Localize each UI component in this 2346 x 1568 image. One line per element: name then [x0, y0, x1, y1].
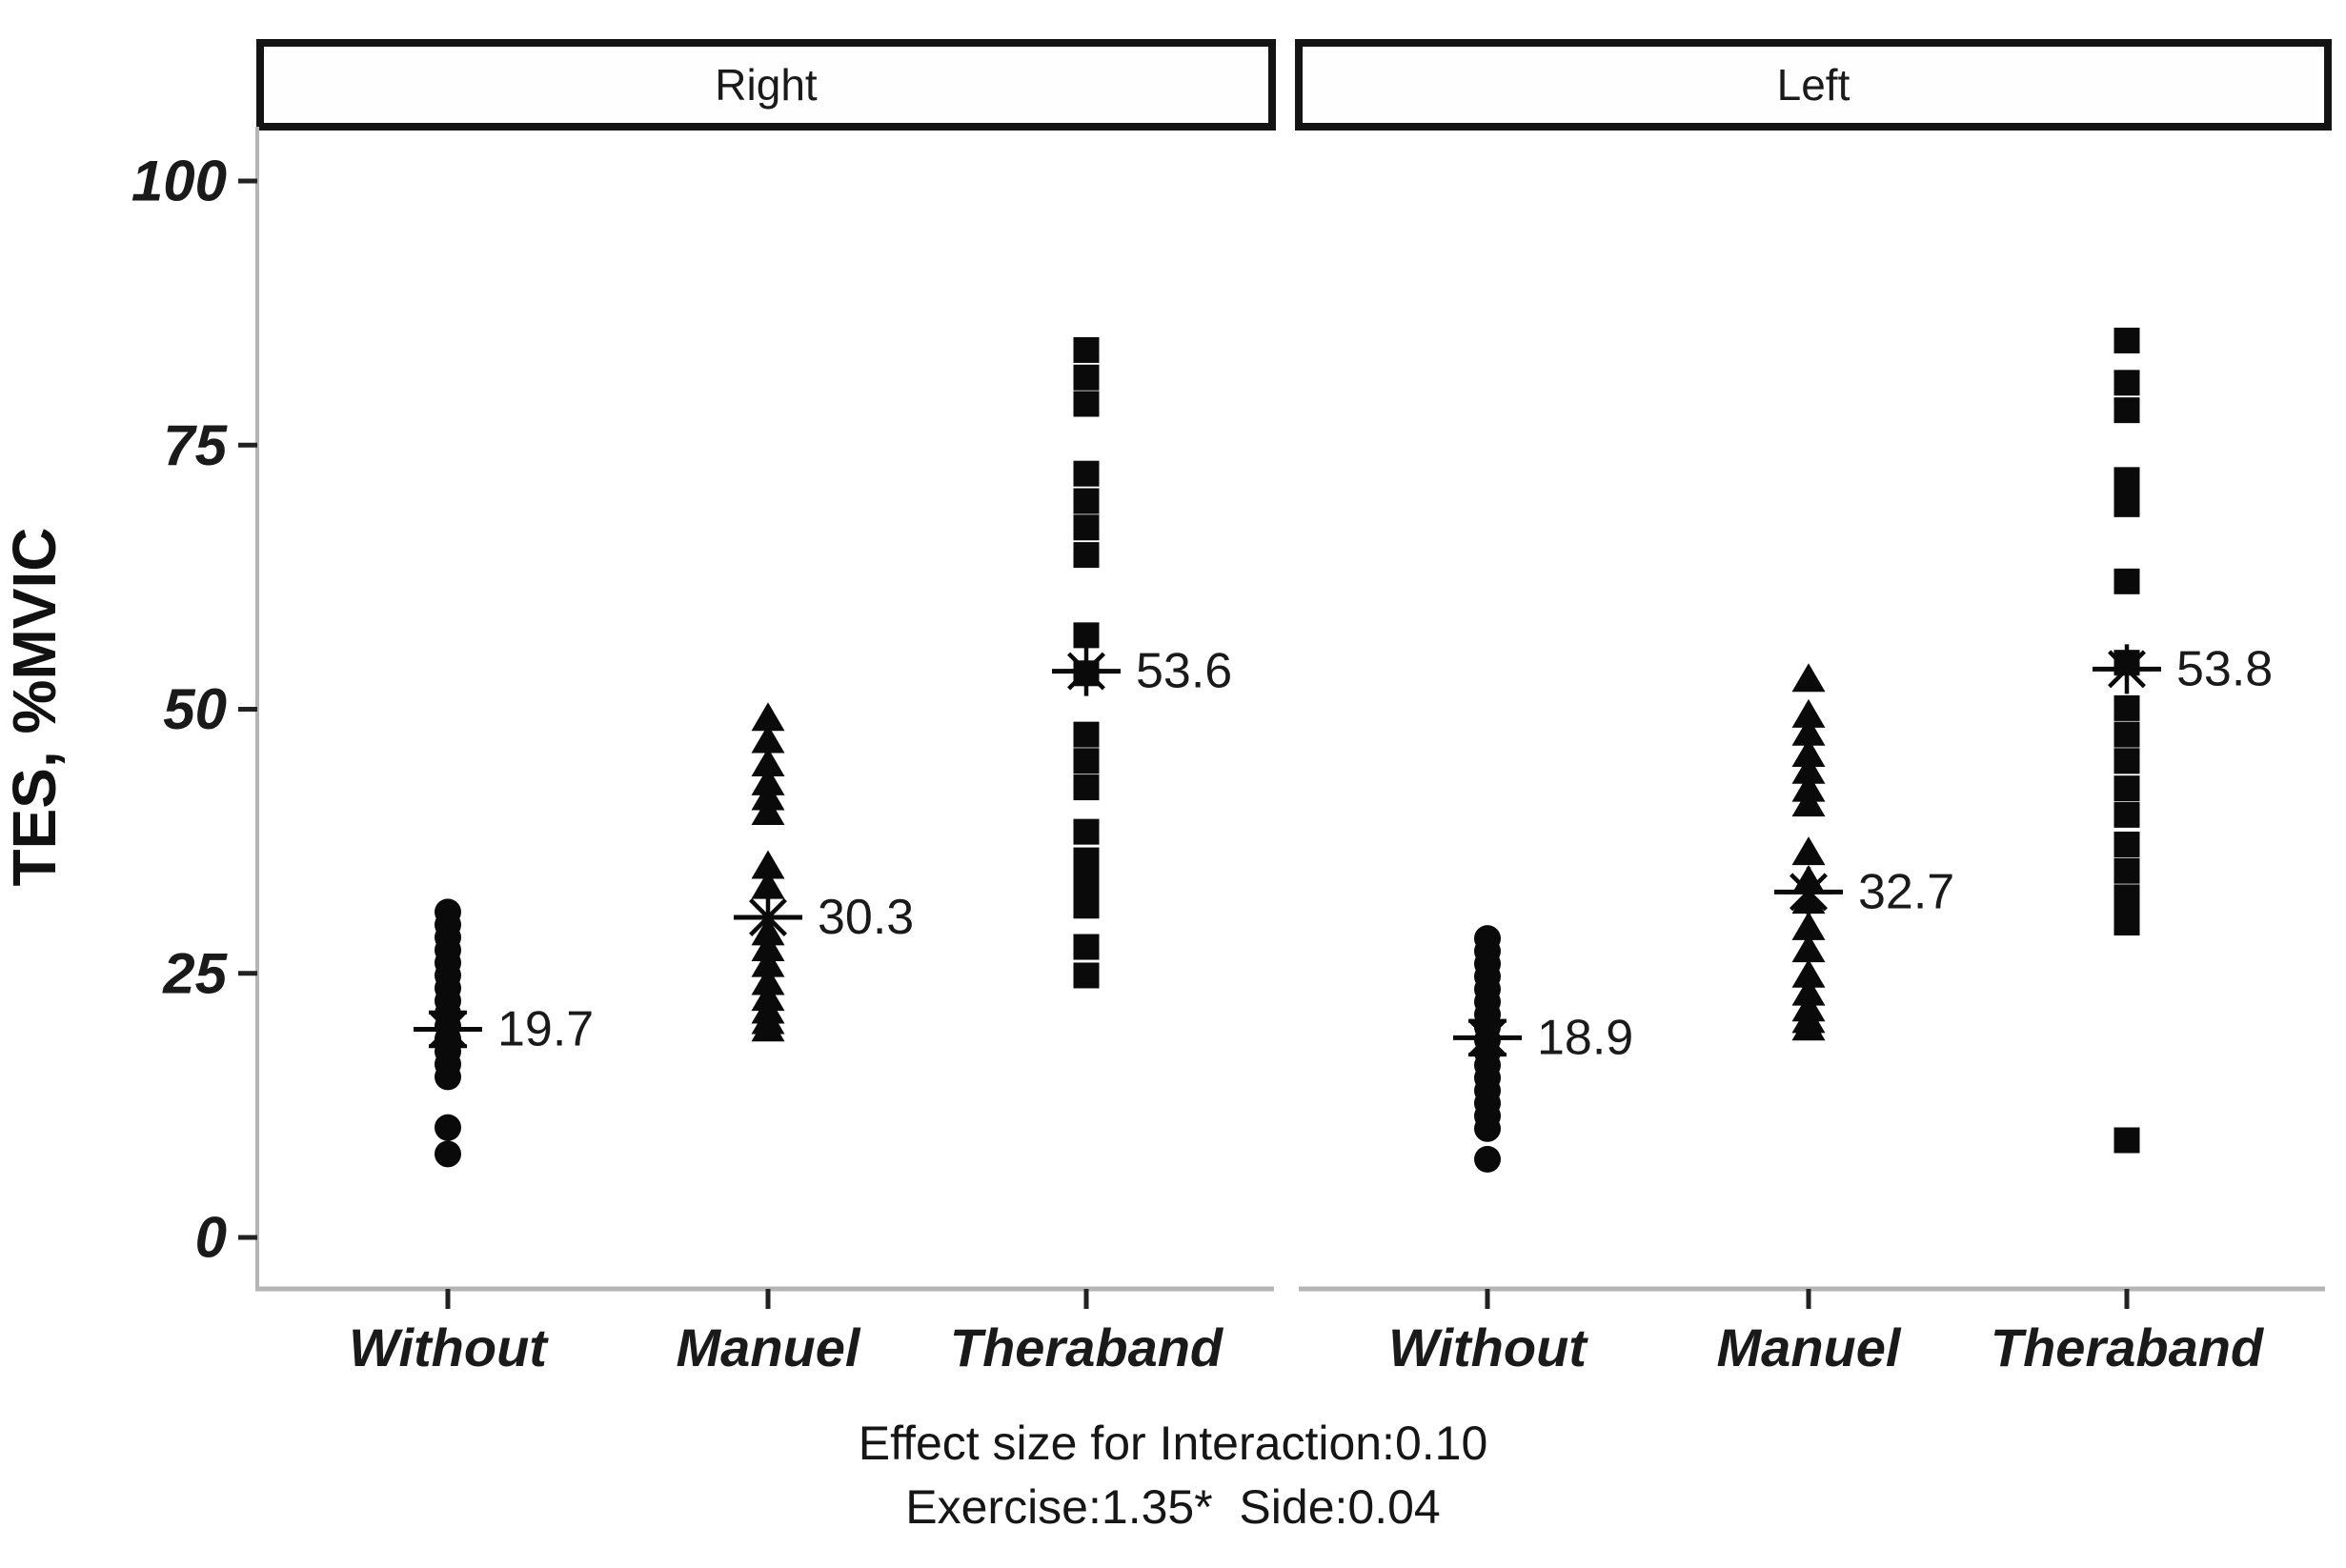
- data-point-circle: [435, 1063, 461, 1091]
- x-category-label: Manuel: [677, 1317, 861, 1377]
- data-point-square: [2113, 910, 2140, 936]
- data-point-square: [2113, 748, 2140, 774]
- mean-value-label: 19.7: [497, 1002, 594, 1057]
- data-point-triangle: [751, 766, 785, 795]
- data-point-triangle: [1791, 754, 1826, 784]
- mean-value-label: 18.9: [1537, 1010, 1633, 1065]
- data-point-square: [2113, 397, 2140, 424]
- data-point-square: [1073, 336, 1100, 363]
- x-category-label: Manuel: [1717, 1317, 1902, 1377]
- data-point-square: [1073, 818, 1100, 845]
- data-point-triangle: [1791, 958, 1826, 988]
- data-point-triangle: [1791, 698, 1826, 728]
- data-point-triangle: [1791, 737, 1826, 767]
- data-point-square: [1073, 488, 1100, 514]
- mean-value-label: 30.3: [818, 890, 914, 945]
- data-point-square: [1073, 364, 1100, 391]
- data-point-square: [2113, 775, 2140, 802]
- data-point-square: [1073, 774, 1100, 801]
- data-point-triangle: [751, 933, 785, 962]
- data-point-triangle: [1791, 773, 1826, 802]
- data-point-circle: [1474, 1115, 1501, 1142]
- data-point-square: [2113, 694, 2140, 721]
- data-point-circle: [435, 1114, 461, 1141]
- mean-asterisk-arm: [749, 897, 787, 936]
- mean-asterisk-arm: [1790, 873, 1828, 912]
- data-point-circle: [435, 1140, 461, 1168]
- mean-value-label: 53.8: [2176, 641, 2273, 696]
- data-point-triangle: [751, 781, 785, 811]
- data-point-circle: [1474, 1145, 1501, 1173]
- data-point-square: [2113, 370, 2140, 396]
- data-point-square: [2113, 801, 2140, 828]
- mean-value-label: 53.6: [1136, 644, 1232, 699]
- caption: Effect size for Interaction:0.10 Exercis…: [0, 1412, 2346, 1539]
- facet-header-right: [256, 39, 1276, 131]
- data-point-triangle: [1791, 911, 1826, 940]
- data-point-square: [2113, 831, 2140, 857]
- x-category-label: Without: [349, 1317, 549, 1377]
- y-tick-label: 100: [131, 150, 227, 213]
- facet-header-left: [1295, 39, 2332, 131]
- data-point-triangle: [751, 724, 785, 754]
- x-category-label: Theraband: [1991, 1317, 2265, 1377]
- mean-asterisk-arm: [1468, 1018, 1507, 1057]
- data-point-triangle: [751, 870, 785, 899]
- data-point-square: [1073, 893, 1100, 919]
- chart-marks: 100 75 50 25 0 Without Manuel Theraband 19.7 30.3…: [131, 150, 2273, 1378]
- mean-asterisk-arm: [2108, 650, 2146, 689]
- y-tick-label: 0: [195, 1206, 227, 1270]
- x-category-label: Theraband: [950, 1317, 1224, 1377]
- data-point-square: [2113, 327, 2140, 353]
- data-point-square: [1073, 748, 1100, 774]
- data-point-triangle: [1791, 663, 1826, 693]
- mean-asterisk-arm: [429, 1010, 467, 1049]
- data-point-triangle: [751, 1013, 785, 1042]
- data-point-square: [1073, 962, 1100, 989]
- data-point-square: [2113, 1127, 2140, 1154]
- data-point-square: [1073, 622, 1100, 649]
- caption-line-2: Exercise:1.35* Side:0.04: [905, 1480, 1441, 1534]
- facet-label-right: Right: [715, 60, 818, 110]
- mean-asterisk-arm: [1067, 652, 1105, 691]
- data-point-triangle: [751, 948, 785, 977]
- y-axis-title: TES, %MVIC: [0, 527, 69, 887]
- data-point-triangle: [751, 795, 785, 825]
- caption-line-1: Effect size for Interaction:0.10: [858, 1417, 1488, 1470]
- data-point-triangle: [1791, 976, 1826, 1006]
- data-point-triangle: [751, 702, 785, 732]
- data-point-triangle: [1791, 836, 1826, 866]
- y-tick-label: 25: [162, 941, 228, 1005]
- y-tick-label: 50: [163, 677, 227, 741]
- data-point-square: [2113, 568, 2140, 594]
- data-point-triangle: [1791, 716, 1826, 746]
- data-point-triangle: [1791, 1012, 1826, 1041]
- x-category-label: Without: [1388, 1317, 1588, 1377]
- facet-label-left: Left: [1777, 60, 1851, 110]
- data-point-square: [1073, 721, 1100, 748]
- mean-value-label: 32.7: [1858, 864, 1954, 919]
- data-point-square: [1073, 847, 1100, 874]
- data-point-triangle: [751, 747, 785, 776]
- data-point-triangle: [1791, 934, 1826, 963]
- data-point-square: [1073, 391, 1100, 417]
- data-point-square: [2113, 467, 2140, 493]
- data-point-square: [1073, 934, 1100, 960]
- data-point-square: [1073, 542, 1100, 569]
- data-point-square: [2113, 721, 2140, 748]
- data-point-square: [2113, 491, 2140, 517]
- data-point-square: [2113, 857, 2140, 884]
- data-point-triangle: [1791, 788, 1826, 817]
- data-point-square: [2113, 884, 2140, 911]
- data-point-triangle: [751, 850, 785, 879]
- data-point-square: [1073, 514, 1100, 541]
- y-tick-label: 75: [163, 413, 228, 477]
- data-point-square: [1073, 460, 1100, 487]
- data-point-triangle: [751, 966, 785, 995]
